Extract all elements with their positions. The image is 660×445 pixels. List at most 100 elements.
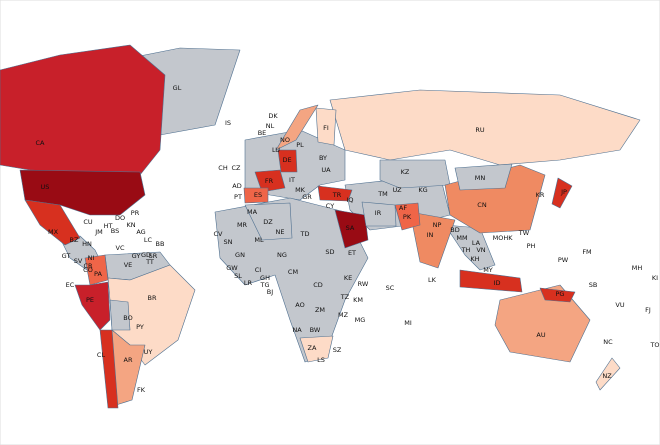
country-label: PE [86,296,94,304]
country-label: HN [82,240,92,248]
country-label: FK [137,386,146,394]
country-label: AF [399,204,407,212]
country-label: LC [144,236,153,244]
country-label: KR [536,191,545,199]
country-shape [551,177,573,209]
country-label: BZ [70,236,79,244]
country-label: KZ [401,168,410,176]
country-label: SB [589,281,598,289]
country-label: LR [244,279,253,287]
country-label: BD [450,226,459,234]
country-label: BB [156,240,165,248]
country-label: CO [83,266,93,274]
country-label: GD [141,251,151,259]
country-label: SC [386,284,395,292]
country-shape [243,187,269,204]
country-label: BO [123,314,132,322]
country-label: NC [603,338,613,346]
country-label: AG [136,228,145,236]
country-label: MO [493,234,504,242]
country-label: AU [536,331,545,339]
country-label: PT [234,193,242,201]
country-label: MZ [338,311,349,319]
country-label: EC [66,281,75,289]
country-label: MX [48,228,59,236]
country-label: SV [74,257,83,265]
country-shape [595,357,621,391]
country-label: ET [348,249,356,257]
country-label: BW [310,326,321,334]
country-label: ZM [315,306,325,314]
country-label: KG [418,186,427,194]
country-label: TO [649,341,659,349]
country-label: TM [377,190,388,198]
country-label: ML [254,236,264,244]
country-label: GW [226,264,238,272]
country-label: FI [323,124,329,132]
country-label: BJ [267,288,273,296]
country-label: FR [265,177,274,185]
country-label: RU [475,126,485,134]
country-shape [275,104,319,151]
country-label: PK [403,213,412,221]
country-shape [109,299,131,331]
country-label: LA [472,239,481,247]
country-label: DK [268,112,278,120]
country-label: ID [494,279,501,287]
country-shape [84,254,109,286]
country-label: LS [317,356,325,364]
country-shape [244,202,293,241]
country-label: VN [476,246,485,254]
country-label: KM [353,296,363,304]
country-shape [24,199,81,246]
country-shape [494,284,591,363]
country-label: NL [266,122,275,130]
country-label: CD [313,281,323,289]
country-label: TG [259,281,269,289]
country-label: MN [475,174,486,182]
country-label: CI [255,266,262,274]
country-label: TZ [340,293,350,301]
country-shape [361,201,397,227]
country-label: MM [456,234,467,242]
country-label: SA [346,224,355,232]
country-label: AR [124,356,133,364]
country-label: TD [300,230,310,238]
country-label: VU [615,301,624,309]
country-label: CN [477,201,487,209]
country-label: TW [518,229,530,237]
country-label: MI [404,319,412,327]
country-label: VE [124,261,133,269]
country-label: PL [296,141,304,149]
country-label: IQ [346,196,353,204]
country-shape [74,281,111,331]
country-label: JP [560,188,567,196]
country-label: KH [470,255,479,263]
country-label: HT [104,222,113,230]
country-label: PH [527,242,536,250]
country-label: GL [173,84,182,92]
country-label: MK [295,186,306,194]
country-shape [99,329,119,409]
country-label: KE [344,274,352,282]
country-label: CH [218,164,228,172]
country-label: LU [272,146,280,154]
country-label: ZA [308,344,317,352]
country-label: TH [461,246,471,254]
country-label: IS [225,119,231,127]
country-label: GR [302,193,312,201]
country-label: KI [652,274,658,282]
country-label: GY [132,252,141,260]
country-label: AO [295,301,304,309]
country-label: PY [136,323,144,331]
country-label: IT [289,176,295,184]
country-label: US [41,183,50,191]
country-shape [254,169,286,193]
country-label: CM [288,268,298,276]
country-label: RW [358,280,369,288]
country-label: ES [254,191,262,199]
country-label: CR [83,262,93,270]
country-shape [334,209,369,249]
country-shape [0,44,166,176]
